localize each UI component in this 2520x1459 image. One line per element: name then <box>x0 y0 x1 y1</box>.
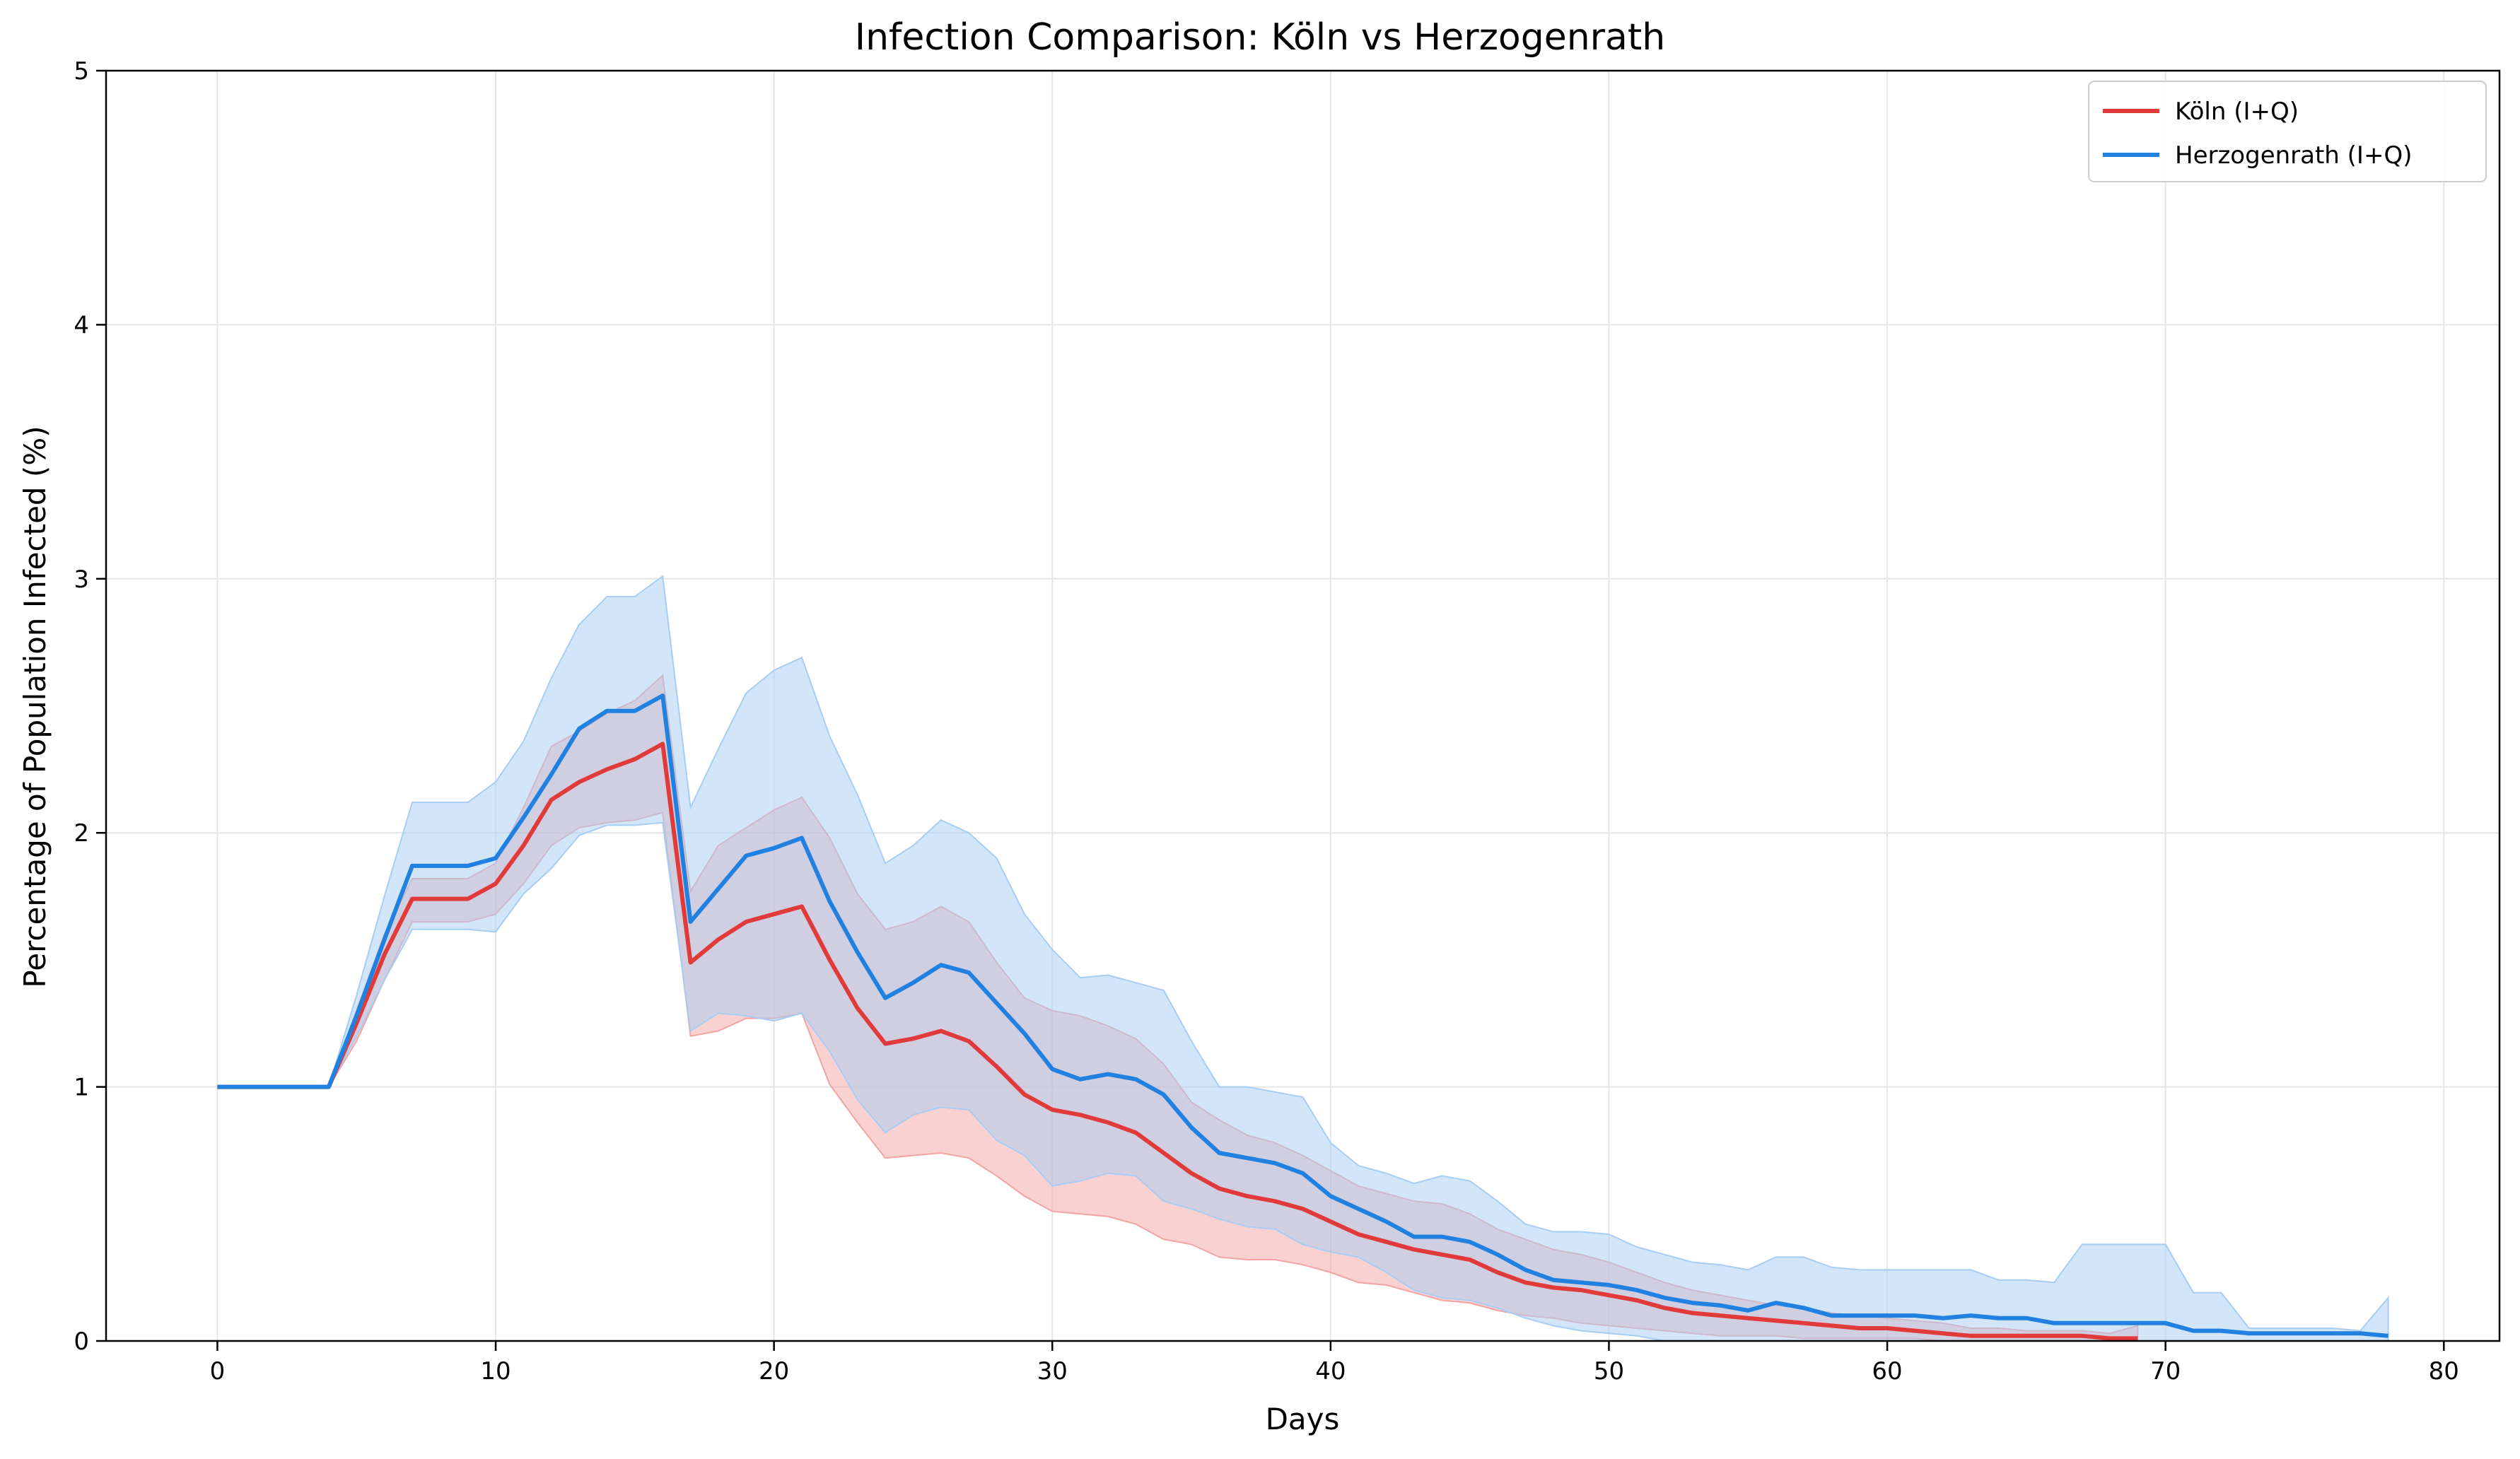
y-tick-label: 4 <box>74 311 89 339</box>
x-tick-label: 10 <box>480 1357 511 1385</box>
x-tick-label: 20 <box>759 1357 789 1385</box>
x-tick-label: 70 <box>2150 1357 2181 1385</box>
legend-label: Herzogenrath (I+Q) <box>2175 141 2412 170</box>
y-axis: 0 1 2 3 4 5 <box>74 57 106 1356</box>
series-1-line <box>217 742 2138 1341</box>
x-axis-label: Days <box>1266 1402 1340 1436</box>
legend-label: Köln (I+Q) <box>2175 98 2299 126</box>
x-tick-label: 60 <box>1872 1357 1902 1385</box>
x-tick-label: 0 <box>210 1357 226 1385</box>
series-lines <box>217 693 2388 1341</box>
x-axis: 0 10 20 30 40 50 60 70 80 <box>210 1341 2459 1385</box>
y-tick-label: 5 <box>74 57 89 86</box>
y-tick-label: 0 <box>74 1328 89 1356</box>
y-axis-label: Percentage of Population Infected (%) <box>18 426 52 988</box>
series-2-band <box>217 575 2389 1342</box>
x-tick-label: 30 <box>1037 1357 1068 1385</box>
y-tick-label: 2 <box>74 819 89 848</box>
legend: Köln (I+Q) Herzogenrath (I+Q) <box>2088 81 2487 182</box>
y-tick-label: 1 <box>74 1074 89 1102</box>
series-2-line <box>217 693 2388 1338</box>
x-tick-label: 40 <box>1315 1357 1346 1385</box>
x-tick-label: 80 <box>2429 1357 2459 1385</box>
legend-box <box>2088 81 2487 182</box>
y-tick-label: 3 <box>74 566 89 594</box>
x-tick-label: 50 <box>1594 1357 1624 1385</box>
plot-frame <box>105 69 2501 1342</box>
confidence-bands <box>217 575 2389 1342</box>
chart-title: Infection Comparison: Köln vs Herzogenra… <box>855 16 1666 59</box>
